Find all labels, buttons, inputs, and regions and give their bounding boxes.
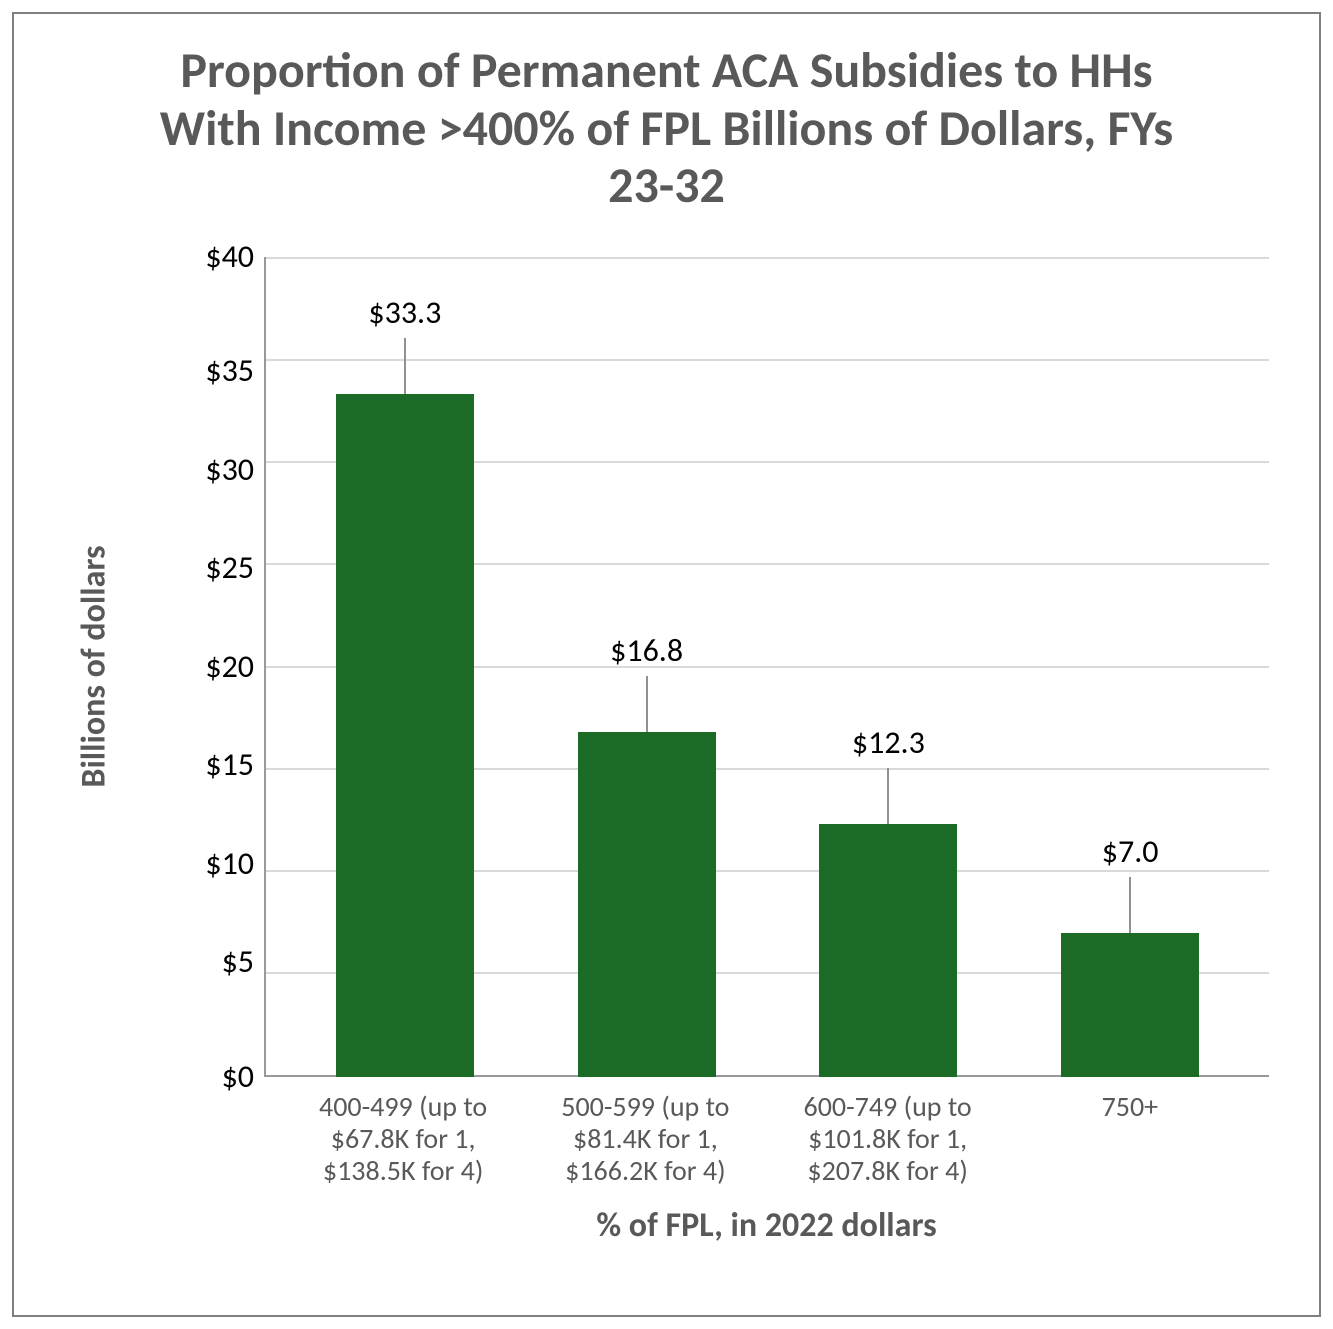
chart-title: Proportion of Permanent ACA Subsidies to…: [142, 42, 1192, 215]
x-axis: 400-499 (up to $67.8K for 1, $138.5K for…: [264, 1077, 1269, 1188]
y-tick: $5: [222, 946, 254, 978]
bar: [336, 394, 474, 1077]
y-tick: $15: [205, 749, 254, 781]
y-tick: $30: [205, 454, 254, 486]
y-tick: $10: [205, 848, 254, 880]
bar: [819, 824, 957, 1076]
bar-value-label: $7.0: [1102, 832, 1159, 871]
bar-slot: $33.3: [284, 257, 526, 1077]
y-tick: $0: [222, 1061, 254, 1093]
x-axis-label: % of FPL, in 2022 dollars: [264, 1205, 1269, 1246]
chart-body: Billions of dollars $40$35$30$25$20$15$1…: [64, 257, 1269, 1077]
bar-value-label: $12.3: [852, 723, 925, 762]
y-tick: $40: [205, 241, 254, 273]
y-axis-label: Billions of dollars: [74, 545, 115, 787]
bar-slot: $16.8: [526, 257, 768, 1077]
y-axis-label-wrap: Billions of dollars: [64, 257, 124, 1077]
x-category: 600-749 (up to $101.8K for 1, $207.8K fo…: [767, 1077, 1009, 1188]
bar-slot: $12.3: [768, 257, 1010, 1077]
x-category: 500-599 (up to $81.4K for 1, $166.2K for…: [524, 1077, 766, 1188]
chart-frame: Proportion of Permanent ACA Subsidies to…: [0, 0, 1333, 1329]
leader-line: [1129, 877, 1131, 933]
leader-line: [404, 338, 406, 394]
bar-value-label: $33.3: [368, 293, 441, 332]
y-axis: $40$35$30$25$20$15$10$5$0: [124, 257, 264, 1077]
bar: [578, 732, 716, 1076]
y-tick: $20: [205, 651, 254, 683]
x-category: 400-499 (up to $67.8K for 1, $138.5K for…: [282, 1077, 524, 1188]
y-tick: $35: [205, 355, 254, 387]
x-categories: 400-499 (up to $67.8K for 1, $138.5K for…: [264, 1077, 1269, 1188]
plot-area: $33.3 $16.8 $12.3 $7.0: [264, 257, 1269, 1077]
y-tick: $25: [205, 552, 254, 584]
leader-line: [646, 676, 648, 732]
bar: [1061, 933, 1199, 1077]
bar-value-label: $16.8: [610, 631, 683, 670]
bar-slot: $7.0: [1009, 257, 1251, 1077]
chart-panel: Proportion of Permanent ACA Subsidies to…: [12, 12, 1321, 1317]
x-category: 750+: [1009, 1077, 1251, 1188]
leader-line: [887, 768, 889, 824]
bars-container: $33.3 $16.8 $12.3 $7.0: [266, 257, 1269, 1077]
